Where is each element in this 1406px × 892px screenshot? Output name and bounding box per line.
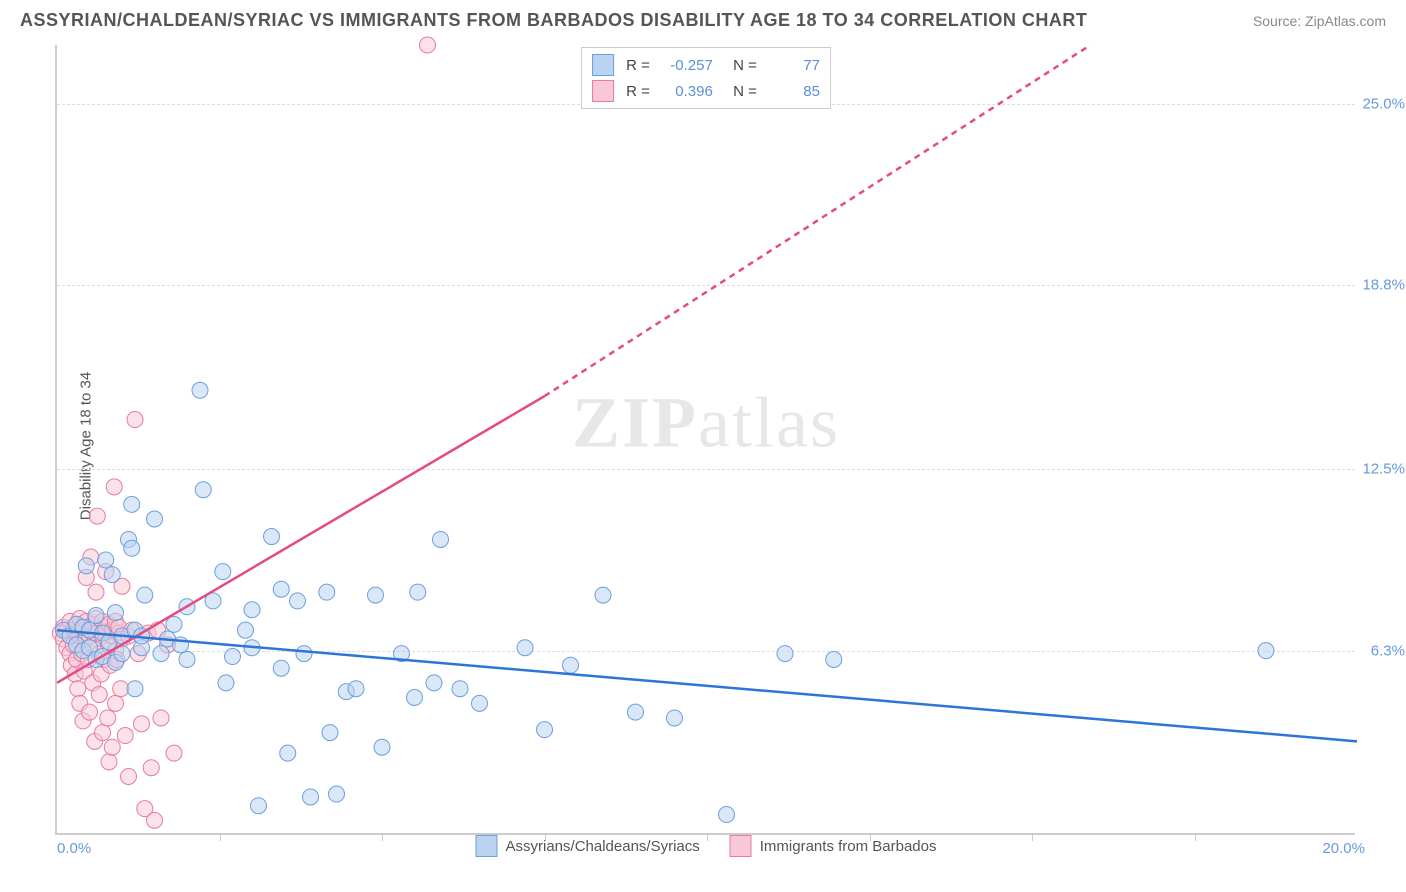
data-point <box>407 689 423 705</box>
legend-item-pink: Immigrants from Barbados <box>730 835 937 857</box>
trend-line <box>57 630 1357 741</box>
data-point <box>166 745 182 761</box>
swatch-blue <box>592 54 614 76</box>
source-attribution: Source: ZipAtlas.com <box>1253 13 1386 29</box>
data-point <box>153 710 169 726</box>
data-point <box>322 725 338 741</box>
data-point <box>101 754 117 770</box>
r-value-blue: -0.257 <box>658 57 713 74</box>
data-point <box>452 681 468 697</box>
swatch-pink <box>592 80 614 102</box>
data-point <box>563 657 579 673</box>
data-point <box>106 479 122 495</box>
data-point <box>78 558 94 574</box>
y-tick-label: 18.8% <box>1362 276 1405 293</box>
data-point <box>137 587 153 603</box>
data-point <box>127 412 143 428</box>
legend-label-blue: Assyrians/Chaldeans/Syriacs <box>506 838 700 855</box>
data-point <box>121 768 137 784</box>
data-point <box>89 508 105 524</box>
data-point <box>628 704 644 720</box>
data-point <box>319 584 335 600</box>
data-point <box>244 602 260 618</box>
data-point <box>195 482 211 498</box>
data-point <box>374 739 390 755</box>
data-point <box>777 646 793 662</box>
data-point <box>88 584 104 600</box>
data-point <box>104 567 120 583</box>
data-point <box>368 587 384 603</box>
data-point <box>124 540 140 556</box>
data-point <box>426 675 442 691</box>
data-point <box>290 593 306 609</box>
data-point <box>410 584 426 600</box>
y-tick-label: 6.3% <box>1371 642 1405 659</box>
data-point <box>100 710 116 726</box>
data-point <box>82 704 98 720</box>
data-point <box>108 695 124 711</box>
data-point <box>719 807 735 823</box>
data-point <box>296 646 312 662</box>
data-point <box>1258 643 1274 659</box>
data-point <box>113 681 129 697</box>
swatch-pink <box>730 835 752 857</box>
data-point <box>95 725 111 741</box>
stats-row-pink: R = 0.396 N = 85 <box>592 78 820 104</box>
data-point <box>147 511 163 527</box>
data-point <box>472 695 488 711</box>
data-point <box>264 529 280 545</box>
data-point <box>117 728 133 744</box>
stats-row-blue: R = -0.257 N = 77 <box>592 52 820 78</box>
y-tick-label: 25.0% <box>1362 95 1405 112</box>
data-point <box>433 531 449 547</box>
x-axis-min-label: 0.0% <box>57 840 91 857</box>
data-point <box>70 681 86 697</box>
data-point <box>238 622 254 638</box>
data-point <box>108 605 124 621</box>
data-point <box>98 552 114 568</box>
swatch-blue <box>476 835 498 857</box>
data-point <box>826 651 842 667</box>
chart-plot-area: 6.3%12.5%18.8%25.0% ZIPatlas R = -0.257 … <box>55 45 1355 835</box>
data-point <box>127 681 143 697</box>
data-point <box>143 760 159 776</box>
chart-title: ASSYRIAN/CHALDEAN/SYRIAC VS IMMIGRANTS F… <box>20 10 1087 31</box>
data-point <box>179 651 195 667</box>
stats-legend: R = -0.257 N = 77 R = 0.396 N = 85 <box>581 47 831 109</box>
data-point <box>104 739 120 755</box>
data-point <box>134 716 150 732</box>
data-point <box>218 675 234 691</box>
n-value-blue: 77 <box>765 57 820 74</box>
n-value-pink: 85 <box>765 83 820 100</box>
data-point <box>303 789 319 805</box>
data-point <box>192 382 208 398</box>
data-point <box>251 798 267 814</box>
data-point <box>225 649 241 665</box>
header: ASSYRIAN/CHALDEAN/SYRIAC VS IMMIGRANTS F… <box>0 0 1406 35</box>
data-point <box>420 37 436 53</box>
data-point <box>348 681 364 697</box>
data-point <box>595 587 611 603</box>
r-value-pink: 0.396 <box>658 83 713 100</box>
data-point <box>124 496 140 512</box>
data-point <box>153 646 169 662</box>
data-point <box>280 745 296 761</box>
data-point <box>91 687 107 703</box>
legend-label-pink: Immigrants from Barbados <box>760 838 937 855</box>
scatter-svg <box>57 45 1355 833</box>
data-point <box>273 660 289 676</box>
y-tick-label: 12.5% <box>1362 461 1405 478</box>
data-point <box>537 722 553 738</box>
data-point <box>517 640 533 656</box>
data-point <box>667 710 683 726</box>
data-point <box>88 608 104 624</box>
data-point <box>329 786 345 802</box>
data-point <box>273 581 289 597</box>
x-axis-max-label: 20.0% <box>1322 840 1365 857</box>
legend-item-blue: Assyrians/Chaldeans/Syriacs <box>476 835 700 857</box>
data-point <box>215 564 231 580</box>
data-point <box>147 812 163 828</box>
